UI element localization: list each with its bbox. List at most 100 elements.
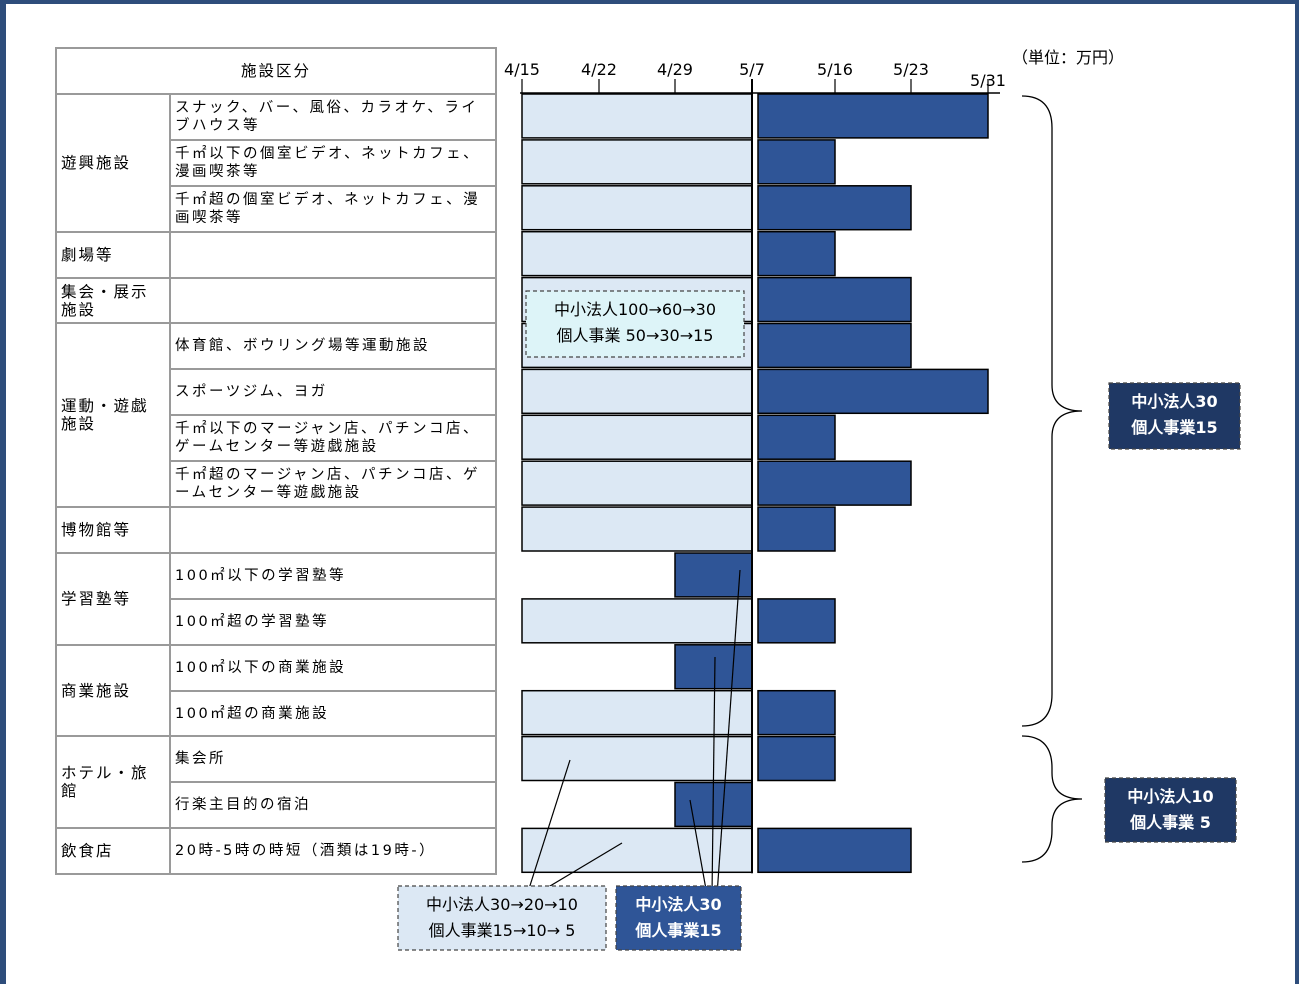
bar-phase2 [757, 827, 912, 874]
subcategory-cell: スナック、バー、風俗、カラオケ、ライブハウス等 [169, 93, 497, 141]
bar-phase1 [521, 827, 753, 874]
category-cell: 運動・遊戯施設 [55, 322, 171, 509]
bar-phase1 [521, 414, 753, 460]
note-dark-bottom-box [615, 885, 742, 951]
brace-upper [1021, 95, 1083, 727]
subcategory-cell: 20時-5時の時短（酒類は19時-） [169, 827, 497, 876]
table-row: 集会・展示施設 [55, 276, 497, 325]
table-row: 100㎡超の商業施設 [56, 689, 497, 738]
date-tick-label: 5/7 [739, 60, 765, 79]
bar-phase1 [674, 644, 753, 690]
category-cell: 飲食店 [55, 827, 171, 876]
facility-table: 施設区分 遊興施設 スナック、バー、風俗、カラオケ、ライブハウス等 千㎡以下の個室ビデ… [55, 47, 497, 876]
table-row: 飲食店 20時-5時の時短（酒類は19時-） [55, 827, 497, 876]
bar-phase2 [757, 598, 836, 644]
subcategory-cell: 体育館、ボウリング場等運動施設 [169, 322, 497, 371]
date-tick-label: 5/16 [817, 60, 853, 79]
bar-phase1 [521, 689, 753, 736]
table-row: 千㎡以下の個室ビデオ、ネットカフェ、漫画喫茶等 [56, 138, 497, 187]
date-tick-label: 5/23 [893, 60, 929, 79]
table-row: 千㎡超の個室ビデオ、ネットカフェ、漫画喫茶等 [56, 184, 497, 233]
table-row: 運動・遊戯施設 体育館、ボウリング場等運動施設 [55, 322, 497, 509]
table-row: 博物館等 [55, 506, 497, 554]
note-mid-text: 中小法人100→60→30 [554, 300, 716, 319]
subcategory-cell: スポーツジム、ヨガ [169, 368, 497, 417]
bar-phase2 [757, 506, 836, 552]
note-mid-text: 個人事業 50→30→15 [557, 326, 714, 345]
subcategory-cell: 集会所 [169, 735, 497, 784]
date-tick-label: 4/15 [504, 60, 540, 79]
bar-phase1 [521, 139, 753, 185]
note-brace-upper-text: 中小法人30 [1131, 392, 1217, 411]
note-dark-bottom-text: 個人事業15 [634, 921, 721, 940]
note-light-bottom-text: 個人事業15→10→ 5 [429, 921, 576, 940]
bar-phase2 [757, 460, 912, 506]
date-tick-label: 4/22 [581, 60, 617, 79]
category-cell: ホテル・旅館 [55, 735, 171, 830]
category-cell: 学習塾等 [55, 551, 171, 646]
category-cell: 商業施設 [55, 643, 171, 738]
bar-phase2 [757, 230, 836, 277]
date-tick-label: 4/29 [657, 60, 693, 79]
subcategory-cell: 千㎡以下のマージャン店、パチンコ店、ゲームセンター等遊戯施設 [169, 414, 497, 463]
bar-phase2 [757, 322, 912, 369]
bar-phase1 [521, 368, 753, 415]
table-row: 千㎡超のマージャン店、パチンコ店、ゲームセンター等遊戯施設 [56, 460, 497, 509]
category-cell: 博物館等 [55, 506, 171, 554]
bar-phase1 [521, 185, 753, 231]
bar-phase1 [521, 460, 753, 506]
bar-phase2 [757, 185, 912, 231]
subcategory-cell: 100㎡超の商業施設 [169, 689, 497, 738]
note-brace-lower-box [1104, 777, 1237, 843]
unit-label: （単位：万円） [1012, 48, 1124, 67]
category-cell: 集会・展示施設 [55, 276, 171, 325]
callout-line [689, 799, 708, 896]
note-light-bottom-box [397, 885, 607, 951]
note-brace-lower-text: 中小法人10 [1127, 787, 1213, 806]
callout-line [716, 569, 741, 896]
bar-phase2 [757, 689, 836, 736]
subcategory-cell: 千㎡超の個室ビデオ、ネットカフェ、漫画喫茶等 [169, 184, 497, 233]
category-cell: 遊興施設 [55, 93, 171, 233]
table-row: 遊興施設 スナック、バー、風俗、カラオケ、ライブハウス等 [55, 93, 497, 233]
bar-phase1 [521, 93, 753, 139]
subcategory-cell [169, 506, 497, 554]
table-row: ホテル・旅館 集会所 [55, 735, 497, 830]
table-row: 100㎡超の学習塾等 [56, 597, 497, 646]
bar-phase2 [757, 139, 836, 185]
brace-lower [1021, 735, 1083, 863]
callout-line [711, 656, 716, 896]
table-header: 施設区分 [55, 47, 497, 95]
subcategory-cell: 千㎡超のマージャン店、パチンコ店、ゲームセンター等遊戯施設 [169, 460, 497, 509]
category-cell: 劇場等 [55, 230, 171, 279]
subcategory-cell: 行楽主目的の宿泊 [169, 781, 497, 830]
date-tick-label: 5/31 [970, 71, 1006, 90]
table-row: 行楽主目的の宿泊 [56, 781, 497, 830]
bar-phase1 [521, 735, 753, 782]
table-row: スポーツジム、ヨガ [56, 368, 497, 417]
table-row: 学習塾等 100㎡以下の学習塾等 [55, 551, 497, 646]
subcategory-cell [169, 230, 497, 279]
subcategory-cell: 100㎡超の学習塾等 [169, 597, 497, 646]
note-dark-bottom-text: 中小法人30 [635, 895, 721, 914]
bar-phase2 [757, 414, 836, 460]
subcategory-cell: 100㎡以下の商業施設 [169, 643, 497, 692]
bar-phase1 [674, 552, 753, 598]
note-mid-box [525, 290, 745, 358]
note-brace-lower-text: 個人事業 5 [1129, 813, 1211, 832]
subcategory-cell: 100㎡以下の学習塾等 [169, 551, 497, 600]
bar-phase2 [757, 368, 989, 415]
note-light-bottom-text: 中小法人30→20→10 [426, 895, 578, 914]
bar-phase1 [521, 598, 753, 644]
subcategory-cell: 千㎡以下の個室ビデオ、ネットカフェ、漫画喫茶等 [169, 138, 497, 187]
note-brace-upper-text: 個人事業15 [1130, 418, 1217, 437]
bar-phase1 [521, 506, 753, 552]
table-row: 商業施設 100㎡以下の商業施設 [55, 643, 497, 738]
callout-line [526, 759, 571, 896]
subcategory-cell [169, 276, 497, 325]
table-row: 劇場等 [55, 230, 497, 279]
table-row: 千㎡以下のマージャン店、パチンコ店、ゲームセンター等遊戯施設 [56, 414, 497, 463]
bar-phase2 [757, 93, 989, 139]
